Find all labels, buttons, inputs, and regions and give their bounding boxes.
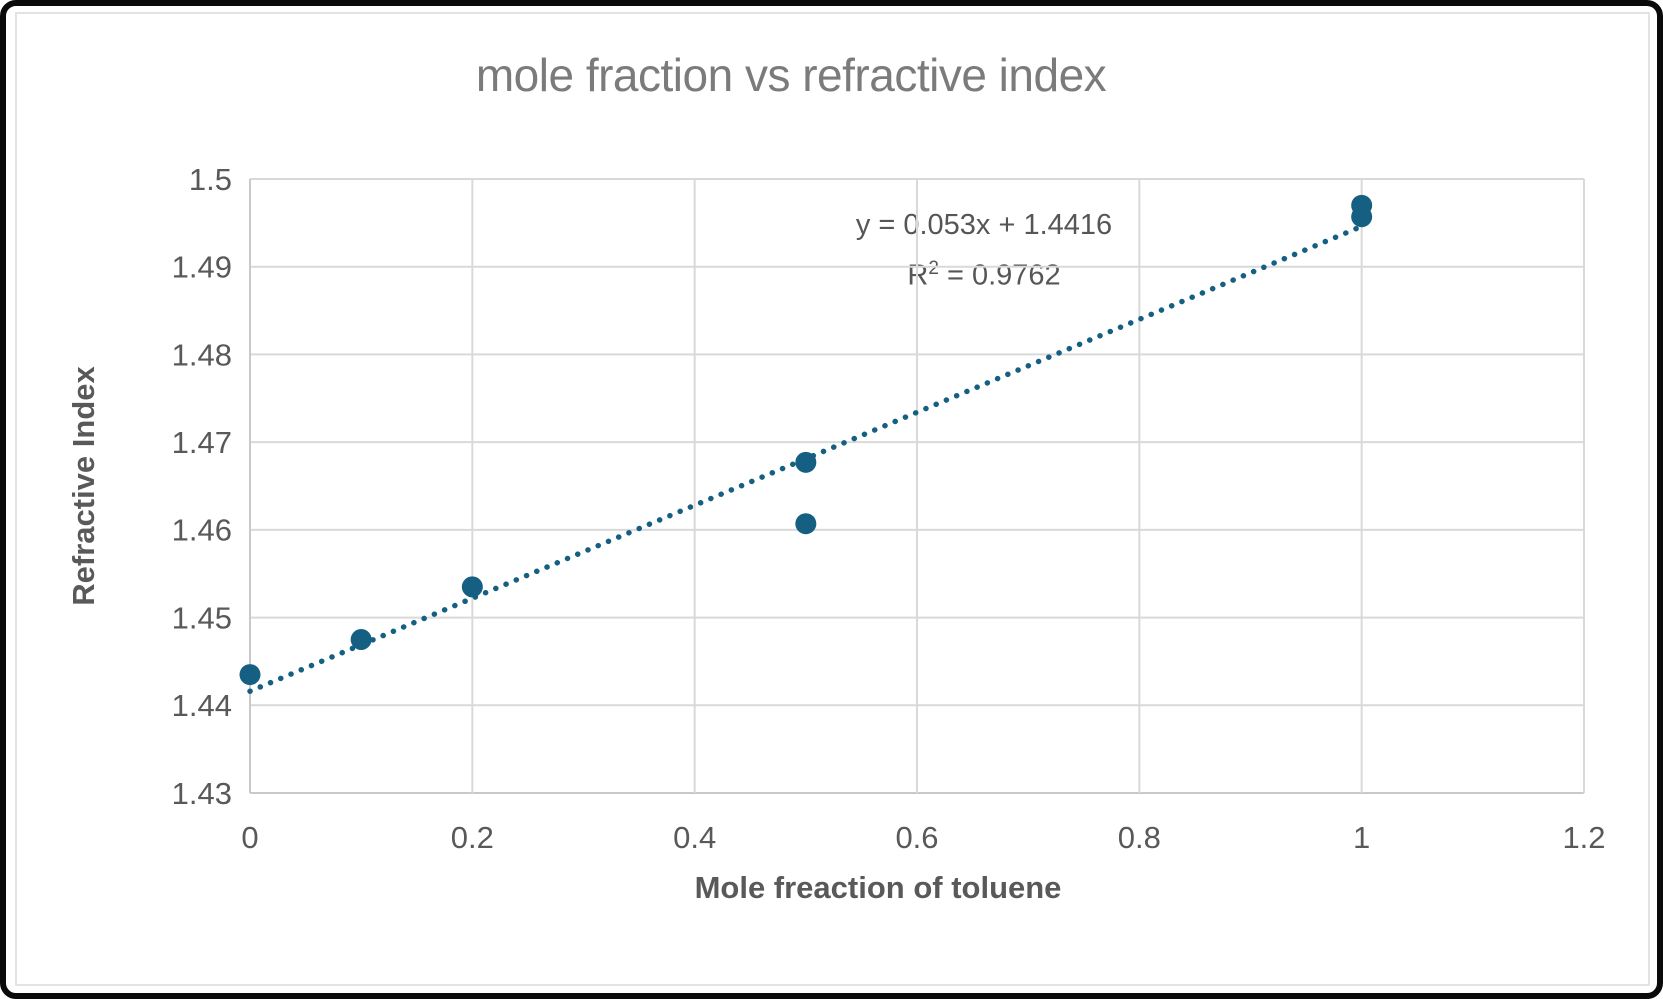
x-tick-label: 0.2 (451, 820, 494, 855)
data-point-marker (461, 576, 483, 598)
x-axis-title: Mole freaction of toluene (694, 870, 1062, 905)
y-tick-label: 1.45 (172, 600, 232, 635)
chart-title: mole fraction vs refractive index (475, 49, 1107, 101)
x-tick-label: 0.8 (1118, 820, 1161, 855)
y-tick-label: 1.48 (172, 337, 232, 372)
y-tick-label: 1.43 (172, 776, 232, 811)
x-tick-label: 1.2 (1562, 820, 1605, 855)
equation-line: y = 0.053x + 1.4416 (855, 209, 1113, 241)
data-point-marker (350, 629, 372, 650)
data-point-marker (1351, 194, 1373, 216)
y-axis-title: Refractive Index (66, 366, 101, 606)
y-tick-label: 1.44 (172, 688, 232, 723)
y-tick-label: 1.49 (172, 250, 232, 285)
x-tick-label: 0.4 (673, 820, 716, 855)
r-squared-superscript: 2 (928, 258, 939, 279)
data-point-marker (795, 451, 817, 473)
x-tick-label: 0.6 (895, 820, 938, 855)
y-tick-label: 1.5 (189, 162, 232, 197)
x-tick-label: 1 (1353, 820, 1370, 855)
trendline (247, 223, 1365, 695)
x-tick-label: 0 (241, 820, 258, 855)
trendline-equation-label: y = 0.053x + 1.4416 R2 = 0.9762 (856, 204, 1112, 298)
data-point-marker (239, 664, 261, 686)
y-tick-label: 1.46 (172, 513, 232, 548)
r-squared-line: R2 = 0.9762 (907, 258, 1061, 292)
y-tick-label: 1.47 (172, 425, 232, 460)
data-point-marker (795, 513, 817, 535)
plot-area: 1.43 1.44 1.45 1.46 1.47 1.48 1.49 1.5 0 0.2 0.4 0.… (172, 162, 1606, 855)
